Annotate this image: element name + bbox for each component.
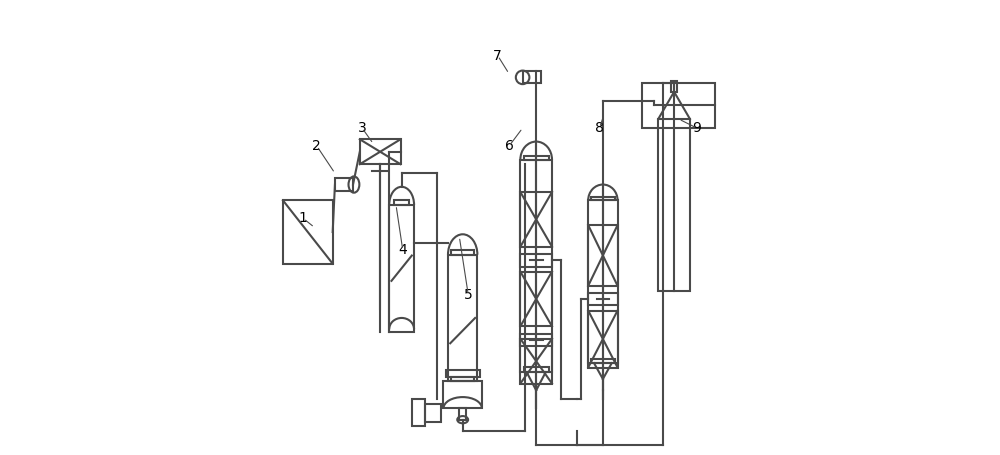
Bar	[588, 293, 618, 305]
Bar	[524, 156, 549, 160]
Bar	[446, 370, 480, 377]
Bar	[448, 255, 477, 381]
Bar	[394, 200, 409, 205]
Bar	[588, 200, 618, 363]
Bar	[520, 339, 552, 384]
Bar	[642, 83, 715, 128]
Bar	[443, 381, 482, 409]
Text: 3: 3	[358, 121, 366, 135]
Bar	[591, 359, 615, 363]
Bar	[360, 139, 401, 164]
Bar	[412, 399, 425, 426]
Text: 1: 1	[299, 212, 308, 226]
Bar	[591, 197, 615, 200]
Bar	[451, 250, 474, 255]
Text: 9: 9	[692, 121, 701, 135]
Text: 2: 2	[312, 139, 321, 153]
Bar	[588, 310, 618, 368]
Bar	[389, 205, 414, 332]
Bar	[520, 334, 552, 346]
Bar	[524, 367, 549, 372]
Bar	[459, 409, 466, 420]
Bar	[283, 200, 333, 264]
Bar	[520, 254, 552, 267]
Bar	[520, 272, 552, 326]
Bar	[335, 178, 353, 191]
Bar	[658, 119, 690, 291]
Text: 8: 8	[595, 121, 604, 135]
Bar	[520, 192, 552, 247]
Text: 4: 4	[398, 243, 407, 257]
Text: 5: 5	[464, 288, 473, 302]
Bar	[520, 160, 552, 372]
Text: 7: 7	[493, 49, 502, 63]
Bar	[523, 71, 541, 83]
Text: 6: 6	[505, 139, 513, 153]
Bar	[588, 225, 618, 286]
Bar	[451, 377, 474, 381]
Bar	[671, 81, 677, 92]
Bar	[425, 404, 441, 422]
